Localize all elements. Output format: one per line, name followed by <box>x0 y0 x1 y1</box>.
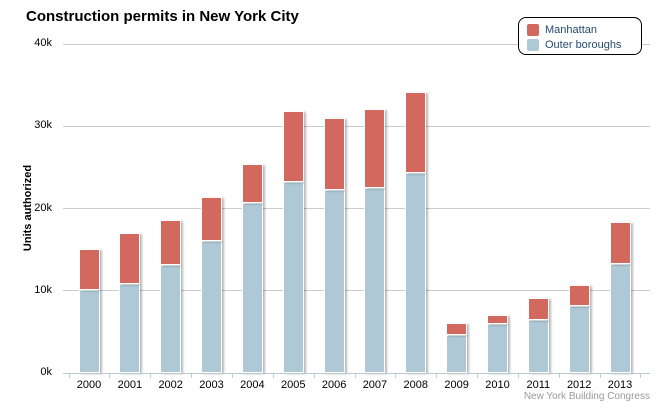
gridline-40k <box>63 43 650 45</box>
x-tick-label-2004: 2004 <box>240 379 265 391</box>
credit-text: New York Building Congress <box>523 391 650 402</box>
bar-2005-outer-boroughs[interactable] <box>282 182 304 373</box>
x-tick-label-2013: 2013 <box>607 379 633 391</box>
bar-2005-manhattan[interactable] <box>282 111 304 183</box>
bar-2008-manhattan[interactable] <box>405 91 427 174</box>
x-axis-line <box>63 372 650 374</box>
y-tick-label-20k: 20k <box>34 201 52 214</box>
legend: Manhattan Outer boroughs <box>518 17 642 55</box>
x-tick-label-2011: 2011 <box>526 379 551 391</box>
legend-item-outer-boroughs[interactable]: Outer boroughs <box>527 37 641 52</box>
x-tick-label-2003: 2003 <box>199 379 224 391</box>
x-axis-tick <box>395 373 397 378</box>
x-tick-label-2012: 2012 <box>566 379 592 391</box>
gridline-20k <box>63 208 650 209</box>
bar-2008-outer-boroughs[interactable] <box>405 173 427 373</box>
legend-item-manhattan[interactable]: Manhattan <box>527 22 641 37</box>
bar-2002-manhattan[interactable] <box>160 220 182 266</box>
x-tick-label-2008: 2008 <box>403 379 429 391</box>
x-tick-label-2010: 2010 <box>485 379 510 391</box>
x-axis-tick <box>599 373 601 378</box>
x-axis-tick <box>150 373 152 378</box>
bar-2010-outer-boroughs[interactable] <box>487 323 508 373</box>
y-tick-label-10k: 10k <box>34 283 52 296</box>
bar-2006-outer-boroughs[interactable] <box>323 190 345 373</box>
x-axis-tick <box>191 373 193 378</box>
x-axis-tick <box>109 373 111 378</box>
y-tick-label-0k: 0k <box>40 366 52 378</box>
x-axis-tick <box>436 373 438 378</box>
y-tick-label-40k: 40k <box>34 37 52 49</box>
x-axis-tick <box>354 373 356 378</box>
bar-2007-outer-boroughs[interactable] <box>364 187 386 373</box>
bar-2013-manhattan[interactable] <box>609 222 631 264</box>
bar-2011-outer-boroughs[interactable] <box>527 319 549 373</box>
legend-label-outer-boroughs: Outer boroughs <box>545 38 622 51</box>
gridline-10k <box>63 290 650 292</box>
bar-2009-outer-boroughs[interactable] <box>446 335 468 373</box>
bar-2003-manhattan[interactable] <box>201 196 223 242</box>
bar-2000-outer-boroughs[interactable] <box>78 289 100 373</box>
x-tick-label-2006: 2006 <box>321 379 347 391</box>
x-tick-label-2001: 2001 <box>117 379 143 391</box>
bar-2003-outer-boroughs[interactable] <box>201 241 223 373</box>
bar-2007-manhattan[interactable] <box>364 108 386 188</box>
legend-swatch-manhattan <box>527 23 539 36</box>
x-tick-label-2009: 2009 <box>444 379 469 391</box>
bar-2012-outer-boroughs[interactable] <box>568 306 590 373</box>
x-axis-tick <box>231 373 233 378</box>
y-tick-label-30k: 30k <box>34 119 52 132</box>
x-axis-tick <box>640 373 642 378</box>
gridline-30k <box>63 125 650 127</box>
x-tick-label-2002: 2002 <box>158 379 183 391</box>
bar-2012-manhattan[interactable] <box>568 284 590 307</box>
x-axis-tick <box>558 373 560 378</box>
bar-2004-manhattan[interactable] <box>241 164 263 203</box>
x-axis-tick <box>517 373 519 378</box>
bar-2006-manhattan[interactable] <box>323 118 345 191</box>
bar-2001-manhattan[interactable] <box>119 233 141 285</box>
chart-title: Construction permits in New York City <box>26 8 299 25</box>
bar-2011-manhattan[interactable] <box>527 298 549 320</box>
bar-2013-outer-boroughs[interactable] <box>609 263 631 373</box>
legend-swatch-outer-boroughs <box>527 38 539 51</box>
bar-2010-manhattan[interactable] <box>487 314 508 324</box>
x-axis-tick <box>272 373 274 378</box>
x-axis-tick <box>313 373 315 378</box>
bar-2001-outer-boroughs[interactable] <box>119 284 141 373</box>
bar-2004-outer-boroughs[interactable] <box>241 202 263 373</box>
bar-2009-manhattan[interactable] <box>446 322 468 336</box>
bar-2002-outer-boroughs[interactable] <box>160 265 182 373</box>
x-tick-label-2000: 2000 <box>76 379 102 391</box>
x-axis-tick <box>477 373 479 378</box>
x-axis-tick <box>68 373 70 378</box>
legend-label-manhattan: Manhattan <box>545 23 597 36</box>
bar-2000-manhattan[interactable] <box>78 248 100 290</box>
x-tick-label-2007: 2007 <box>362 379 388 391</box>
x-tick-label-2005: 2005 <box>281 379 306 391</box>
